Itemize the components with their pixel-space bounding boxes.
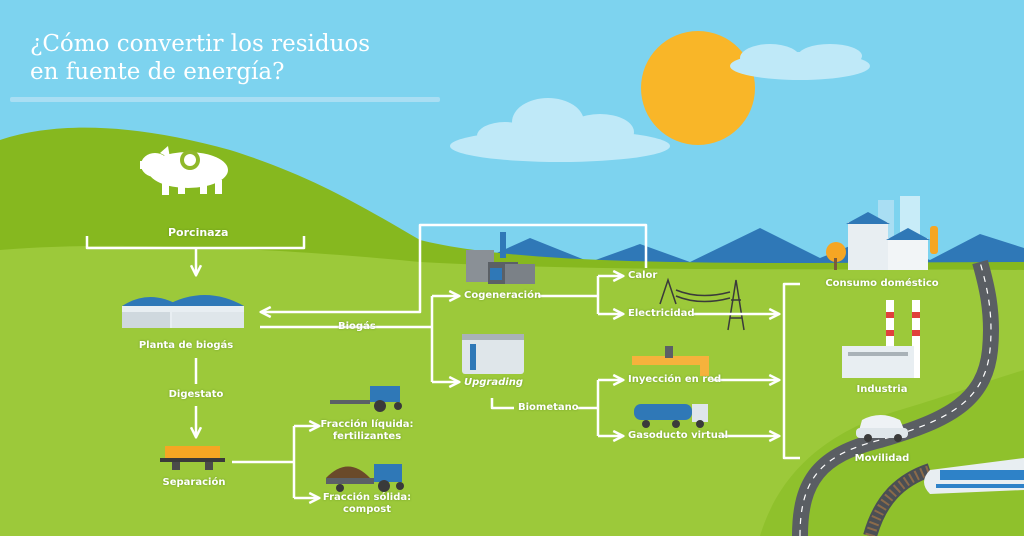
label-consumo-domestico: Consumo doméstico	[825, 278, 938, 290]
label-calor: Calor	[628, 270, 657, 282]
label-fraccion-liquida-2: fertilizantes	[333, 431, 401, 443]
label-porcinaza: Porcinaza	[168, 227, 228, 239]
label-fraccion-liquida-1: Fracción líquida:	[320, 419, 413, 431]
label-electricidad: Electricidad	[628, 308, 695, 320]
title-underline	[10, 97, 440, 102]
label-gasoducto-virtual: Gasoducto virtual	[628, 430, 728, 442]
label-biogas: Biogás	[338, 321, 376, 333]
label-inyeccion-red: Inyección en red	[628, 374, 721, 386]
label-fraccion-solida-1: Fracción sólida:	[323, 492, 411, 504]
label-digestato: Digestato	[169, 389, 224, 401]
label-separacion: Separación	[163, 477, 226, 489]
page-title: ¿Cómo convertir los residuos en fuente d…	[30, 30, 370, 86]
title-line-1: ¿Cómo convertir los residuos	[30, 30, 370, 58]
label-movilidad: Movilidad	[855, 453, 910, 465]
label-industria: Industria	[857, 384, 908, 396]
label-planta-biogas: Planta de biogás	[139, 340, 233, 352]
label-biometano: Biometano	[518, 402, 579, 414]
label-fraccion-solida-2: compost	[343, 504, 391, 516]
title-line-2: en fuente de energía?	[30, 58, 370, 86]
label-upgrading: Upgrading	[464, 377, 523, 389]
label-cogeneracion: Cogeneración	[464, 290, 541, 302]
biogas-plant-icon	[122, 295, 244, 328]
sun-icon	[641, 31, 755, 145]
upgrading-tank-icon	[462, 334, 524, 374]
